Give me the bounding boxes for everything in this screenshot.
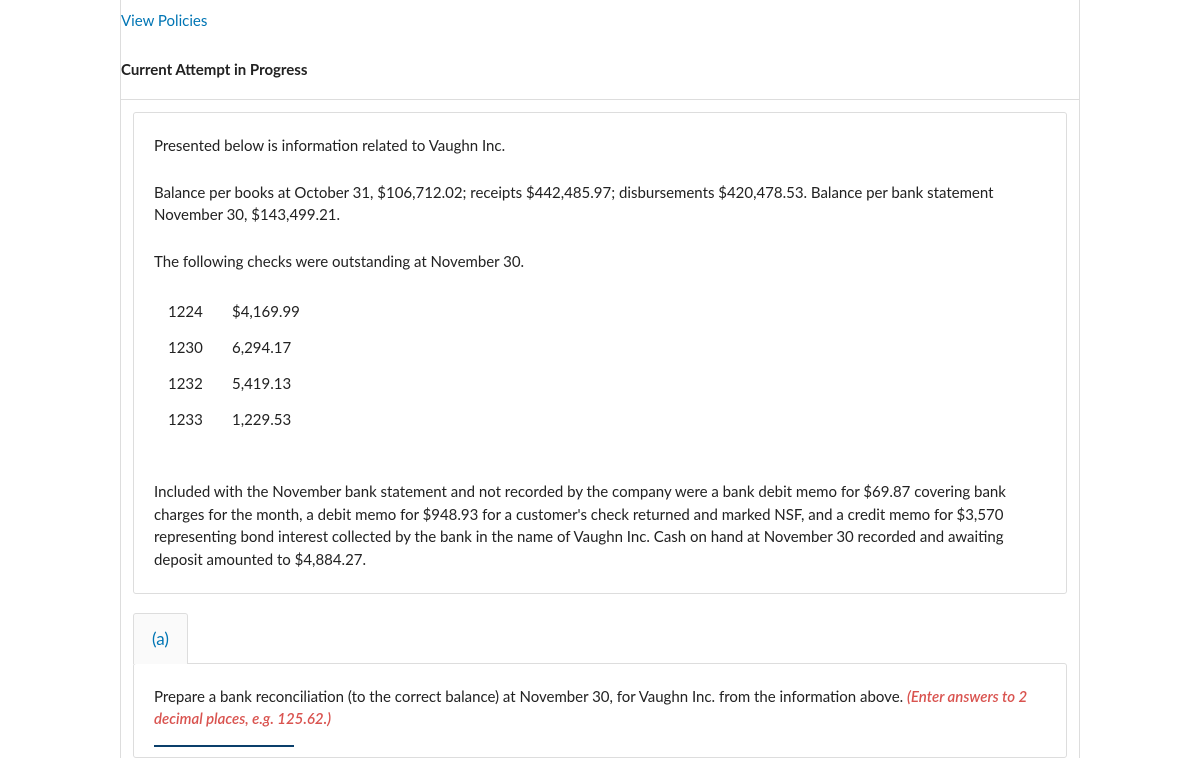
- check-amount: 5,419.13: [232, 373, 291, 396]
- attempt-status: Current Attempt in Progress: [121, 41, 1079, 101]
- intro-text: Presented below is information related t…: [154, 135, 1046, 158]
- part-a-tab[interactable]: (a): [133, 612, 1067, 663]
- table-row: 1230 6,294.17: [168, 337, 1046, 373]
- checks-table: 1224 $4,169.99 1230 6,294.17 1232 5,419.…: [168, 301, 1046, 445]
- check-number: 1230: [168, 337, 232, 360]
- view-policies-link[interactable]: View Policies: [121, 0, 207, 41]
- check-amount: $4,169.99: [232, 301, 300, 324]
- check-number: 1233: [168, 409, 232, 432]
- outstanding-intro: The following checks were outstanding at…: [154, 251, 1046, 274]
- part-a-body: Prepare a bank reconciliation (to the co…: [133, 663, 1067, 758]
- balances-text: Balance per books at October 31, $106,71…: [154, 182, 1046, 227]
- table-row: 1233 1,229.53: [168, 409, 1046, 445]
- check-number: 1224: [168, 301, 232, 324]
- instruction-text: Prepare a bank reconciliation (to the co…: [154, 688, 907, 706]
- check-amount: 1,229.53: [232, 409, 291, 432]
- problem-card: Presented below is information related t…: [133, 112, 1067, 594]
- check-number: 1232: [168, 373, 232, 396]
- table-row: 1232 5,419.13: [168, 373, 1046, 409]
- check-amount: 6,294.17: [232, 337, 291, 360]
- table-row: 1224 $4,169.99: [168, 301, 1046, 337]
- part-a-instruction: Prepare a bank reconciliation (to the co…: [154, 686, 1046, 731]
- memo-paragraph: Included with the November bank statemen…: [154, 481, 1046, 571]
- part-a-label: (a): [133, 613, 188, 664]
- divider-line: [154, 745, 294, 747]
